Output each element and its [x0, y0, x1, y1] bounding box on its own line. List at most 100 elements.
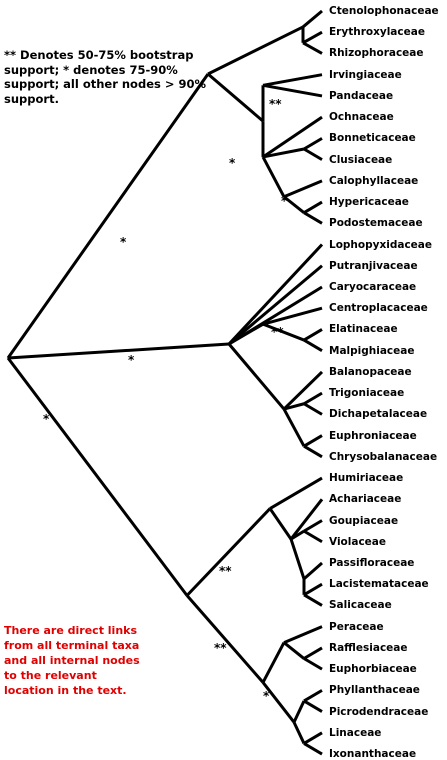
- tree-branch-20[interactable]: [7, 342, 230, 360]
- support-mark[interactable]: *: [43, 412, 50, 426]
- taxon-label[interactable]: Malpighiaceae: [329, 344, 415, 357]
- taxon-label[interactable]: Clusiaceae: [329, 153, 393, 166]
- tree-branch-42[interactable]: [290, 529, 305, 541]
- tree-branch-8[interactable]: [262, 73, 323, 87]
- taxon-label[interactable]: Irvingiaceae: [329, 68, 402, 81]
- tree-branch-60[interactable]: [292, 721, 306, 745]
- tree-branch-61[interactable]: [303, 731, 323, 745]
- tree-branch-6[interactable]: [207, 72, 264, 123]
- tree-branch-21[interactable]: [227, 243, 324, 346]
- tree-branch-39[interactable]: [269, 476, 323, 510]
- tree-branch-28[interactable]: [303, 338, 323, 352]
- support-mark[interactable]: *: [281, 194, 288, 208]
- tree-branch-13[interactable]: [303, 137, 323, 151]
- taxon-label[interactable]: Putranjivaceae: [329, 259, 418, 272]
- tree-branch-14[interactable]: [303, 147, 323, 161]
- taxon-label[interactable]: Balanopaceae: [329, 365, 412, 378]
- taxon-label[interactable]: Lacistemataceae: [329, 578, 429, 591]
- taxon-label[interactable]: Ochnaceae: [329, 111, 394, 124]
- support-mark[interactable]: **: [219, 564, 232, 578]
- tree-branch-57[interactable]: [292, 700, 306, 723]
- taxon-label[interactable]: Passifloraceae: [329, 556, 415, 569]
- taxon-label[interactable]: Bonneticaceae: [329, 132, 416, 145]
- tree-branch-44[interactable]: [303, 529, 323, 544]
- support-mark[interactable]: **: [271, 325, 284, 339]
- tree-branch-55[interactable]: [303, 657, 323, 671]
- taxon-label[interactable]: Elatinaceae: [329, 323, 398, 336]
- tree-branch-43[interactable]: [303, 519, 323, 533]
- tree-branch-11[interactable]: [262, 115, 323, 159]
- tree-branch-35[interactable]: [303, 434, 323, 448]
- taxon-label[interactable]: Calophyllaceae: [329, 174, 419, 187]
- tree-branch-52[interactable]: [283, 625, 323, 644]
- taxon-label[interactable]: Peraceae: [329, 620, 384, 633]
- tree-branch-38[interactable]: [185, 507, 272, 597]
- support-mark[interactable]: *: [229, 156, 236, 170]
- tree-branch-54[interactable]: [303, 646, 323, 660]
- tree-branch-48[interactable]: [303, 582, 323, 597]
- tree-branch-5[interactable]: [302, 41, 323, 55]
- tree-branch-17[interactable]: [283, 195, 305, 214]
- tree-branch-30[interactable]: [282, 370, 324, 411]
- tree-branch-59[interactable]: [303, 699, 323, 713]
- tree-branch-15[interactable]: [261, 156, 286, 198]
- tree-branch-0[interactable]: [6, 73, 210, 359]
- tree-branch-12[interactable]: [262, 147, 305, 159]
- support-mark[interactable]: *: [263, 689, 270, 703]
- taxon-label[interactable]: Chrysobalanaceae: [329, 450, 438, 463]
- taxon-label[interactable]: Euphorbiaceae: [329, 663, 417, 676]
- taxon-label[interactable]: Ctenolophonaceae: [329, 5, 439, 17]
- tree-branch-36[interactable]: [303, 444, 323, 459]
- tree-branch-46[interactable]: [303, 561, 323, 581]
- taxon-label[interactable]: Trigoniaceae: [329, 387, 405, 400]
- taxon-label[interactable]: Pandaceae: [329, 89, 394, 102]
- taxon-label[interactable]: Dichapetalaceae: [329, 408, 428, 421]
- taxon-label[interactable]: Salicaceae: [329, 599, 392, 612]
- support-mark[interactable]: **: [214, 641, 227, 655]
- tree-branch-58[interactable]: [303, 689, 323, 703]
- tree-branch-22[interactable]: [228, 264, 323, 346]
- taxon-label[interactable]: Phyllanthaceae: [329, 684, 420, 697]
- support-mark[interactable]: **: [269, 97, 282, 111]
- taxon-label[interactable]: Violaceae: [329, 535, 386, 548]
- tree-branch-37[interactable]: [6, 357, 189, 597]
- tree-branch-49[interactable]: [303, 593, 323, 607]
- taxon-label[interactable]: Rhizophoraceae: [329, 47, 424, 60]
- taxon-label[interactable]: Humiriaceae: [329, 472, 404, 485]
- tree-branch-56[interactable]: [261, 681, 296, 724]
- tree-branch-19[interactable]: [303, 211, 323, 225]
- taxon-label[interactable]: Caryocaraceae: [329, 280, 417, 293]
- tree-branch-62[interactable]: [303, 742, 323, 756]
- taxon-label[interactable]: Euphroniaceae: [329, 429, 417, 442]
- tree-branch-1[interactable]: [207, 25, 304, 76]
- support-mark[interactable]: *: [128, 353, 135, 367]
- tree-branch-26[interactable]: [262, 322, 305, 342]
- tree-branch-29[interactable]: [227, 343, 286, 411]
- tree-branch-32[interactable]: [303, 391, 323, 406]
- taxon-label[interactable]: Rafflesiaceae: [329, 641, 408, 654]
- taxon-label[interactable]: Picrodendraceae: [329, 705, 429, 718]
- tree-branch-4[interactable]: [302, 30, 323, 45]
- tree-branch-18[interactable]: [303, 200, 323, 214]
- tree-branch-16[interactable]: [283, 179, 323, 199]
- taxon-label[interactable]: Hypericaceae: [329, 196, 409, 209]
- tree-branch-53[interactable]: [283, 641, 305, 660]
- tree-branch-51[interactable]: [261, 641, 286, 684]
- tree-branch-31[interactable]: [283, 402, 305, 411]
- taxon-label[interactable]: Podostemaceae: [329, 217, 423, 230]
- taxon-label[interactable]: Achariaceae: [329, 493, 402, 506]
- tree-branch-24[interactable]: [228, 322, 264, 346]
- taxon-label[interactable]: Erythroxylaceae: [329, 26, 425, 39]
- tree-branch-45[interactable]: [289, 538, 306, 580]
- taxon-label[interactable]: Lophopyxidaceae: [329, 238, 432, 251]
- tree-branch-34[interactable]: [282, 408, 306, 447]
- taxon-label[interactable]: Centroplacaceae: [329, 302, 428, 315]
- taxon-label[interactable]: Ixonanthaceae: [329, 748, 417, 760]
- taxon-label[interactable]: Goupiaceae: [329, 514, 399, 527]
- tree-branch-2[interactable]: [302, 9, 323, 29]
- support-mark[interactable]: *: [120, 235, 127, 249]
- tree-branch-25[interactable]: [262, 306, 323, 326]
- tree-branch-33[interactable]: [303, 402, 323, 416]
- tree-branch-40[interactable]: [268, 507, 293, 540]
- tree-branch-41[interactable]: [289, 498, 324, 541]
